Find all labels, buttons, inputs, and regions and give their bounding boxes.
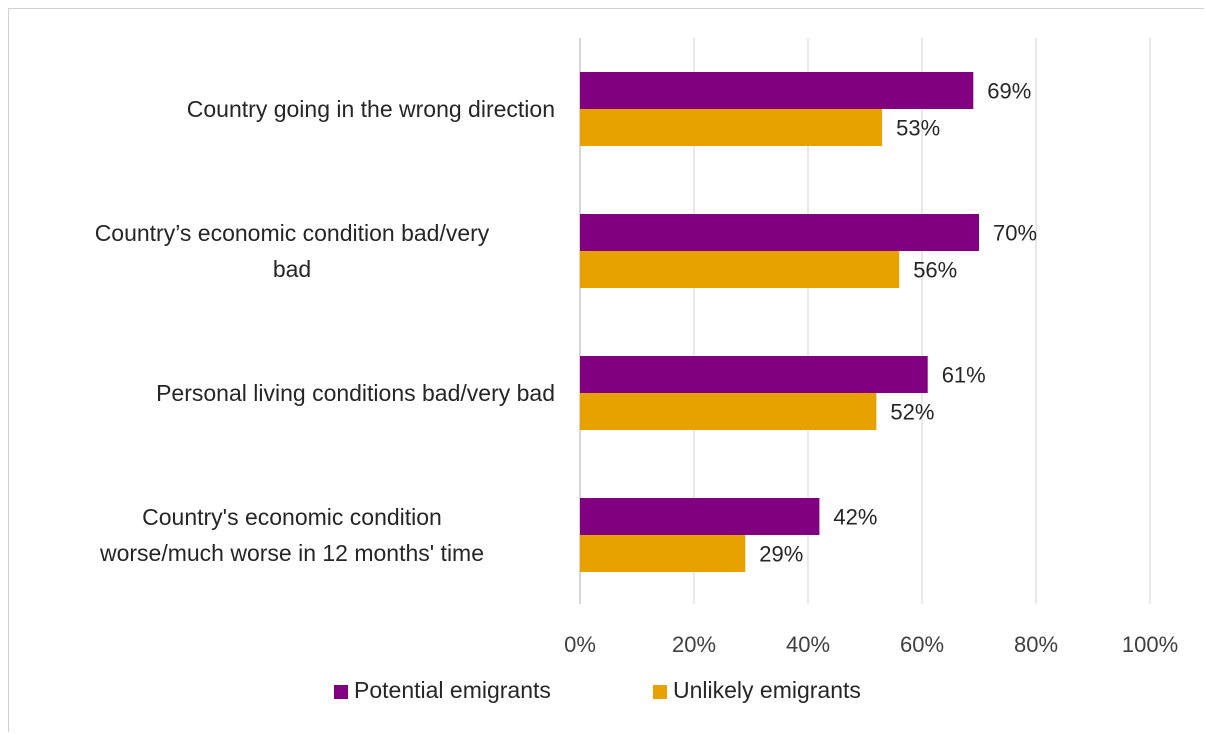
data-label: 53% [896,116,940,141]
x-tick-label: 20% [672,632,716,657]
x-tick-label: 60% [900,632,944,657]
category-label: Country's economic condition worse/much w… [99,504,484,566]
category-label: Personal living conditions bad/very bad [156,380,555,406]
bar-unlikely-0 [580,109,883,146]
data-label: 52% [890,400,934,425]
legend-swatch-potential [334,685,348,699]
bar-potential-0 [580,72,974,109]
x-tick-label: 0% [564,632,596,657]
chart-frame [8,8,1204,732]
bar-unlikely-1 [580,251,900,288]
legend-label: Potential emigrants [354,677,551,703]
bar-unlikely-3 [580,535,746,572]
x-tick-label: 100% [1122,632,1178,657]
data-label: 69% [987,79,1031,104]
category-label: Country’s economic condition bad/very bad [95,220,490,282]
bar-potential-1 [580,214,979,251]
legend-label: Unlikely emigrants [673,677,861,703]
data-label: 42% [833,505,877,530]
legend-swatch-unlikely [653,685,667,699]
bar-potential-3 [580,498,820,535]
data-label: 70% [993,221,1037,246]
data-label: 56% [913,258,957,283]
bar-unlikely-2 [580,393,877,430]
data-label: 29% [759,542,803,567]
x-tick-label: 80% [1014,632,1058,657]
x-tick-label: 40% [786,632,830,657]
bar-potential-2 [580,356,928,393]
data-label: 61% [942,363,986,388]
category-label: Country going in the wrong direction [187,96,555,122]
